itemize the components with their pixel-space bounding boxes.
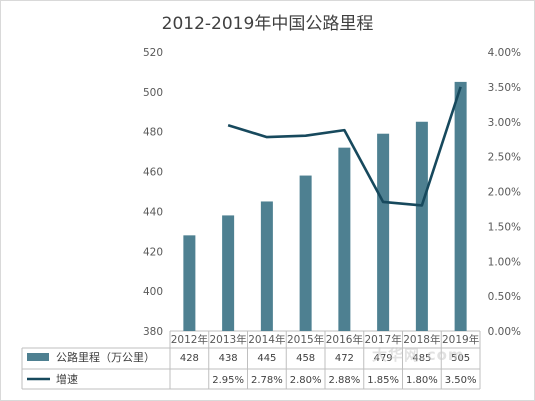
table-cell: 2.80% [290,375,322,386]
chart-title: 2012-2019年中国公路里程 [161,14,374,34]
table-cell: 3.50% [445,375,477,386]
table-cell: 2.78% [251,375,283,386]
bar [260,201,273,331]
right-tick-label: 1.00% [488,256,521,268]
table-cell: 1.80% [406,375,438,386]
bar-series [183,81,467,332]
left-tick-label: 480 [143,127,163,139]
legend-label: 公路里程（万公里） [56,351,155,364]
category-label: 2017年 [365,333,402,346]
right-axis-ticks: 0.00% 0.50% 1.00% 1.50% 2.00% 2.50% 3.00% 3.50%… [488,47,521,338]
bar [299,175,312,331]
data-table: 公路里程（万公里） 428 438 445 458 472 479 485 505 增速 2.95%… [27,351,477,386]
category-label: 2019年 [442,333,479,346]
table-cell: 2.95% [212,375,244,386]
left-tick-label: 500 [143,87,163,99]
table-cell: 428 [180,353,199,364]
bar [222,215,235,331]
table-cell: 505 [451,353,470,364]
legend-key-bar [27,353,49,361]
growth-line [227,86,462,207]
left-tick-label: 440 [143,206,163,218]
table-cell: 445 [257,353,276,364]
watermark: 大华网.com [372,346,465,364]
bar [183,235,196,331]
category-label: 2014年 [248,333,285,346]
right-tick-label: 3.00% [488,117,521,129]
category-label: 2016年 [326,333,363,346]
bar [415,121,428,331]
category-labels: 2012年 2013年 2014年 2015年 2016年 2017年 2018年 2019年 [171,333,479,346]
table-cell: 479 [374,353,393,364]
category-label: 2018年 [403,333,440,346]
left-tick-label: 400 [143,286,163,298]
category-label: 2015年 [287,333,324,346]
line-series [227,86,462,207]
right-tick-label: 0.00% [488,326,521,338]
table-gridlines [21,330,481,390]
table-cell: 2.88% [328,375,360,386]
bar [454,81,467,332]
left-tick-label: 460 [143,167,163,179]
table-cell: 472 [335,353,354,364]
right-tick-label: 3.50% [488,82,521,94]
right-tick-label: 2.50% [488,152,521,164]
table-cell: 458 [296,353,315,364]
category-label: 2012年 [171,333,208,346]
left-tick-label: 380 [143,326,163,338]
category-label: 2013年 [210,333,247,346]
right-tick-label: 1.50% [488,221,521,233]
right-tick-label: 4.00% [488,47,521,59]
left-axis-ticks: 380 400 420 440 460 480 500 520 [143,47,163,338]
legend-label: 增速 [56,372,78,386]
bar [338,147,351,331]
bar [377,133,390,331]
right-tick-label: 2.00% [488,187,521,199]
left-tick-label: 520 [143,47,163,59]
right-tick-label: 0.50% [488,291,521,303]
table-cell: 438 [219,353,238,364]
table-cell: 1.85% [367,375,399,386]
table-cell: 485 [412,353,431,364]
left-tick-label: 420 [143,246,163,258]
